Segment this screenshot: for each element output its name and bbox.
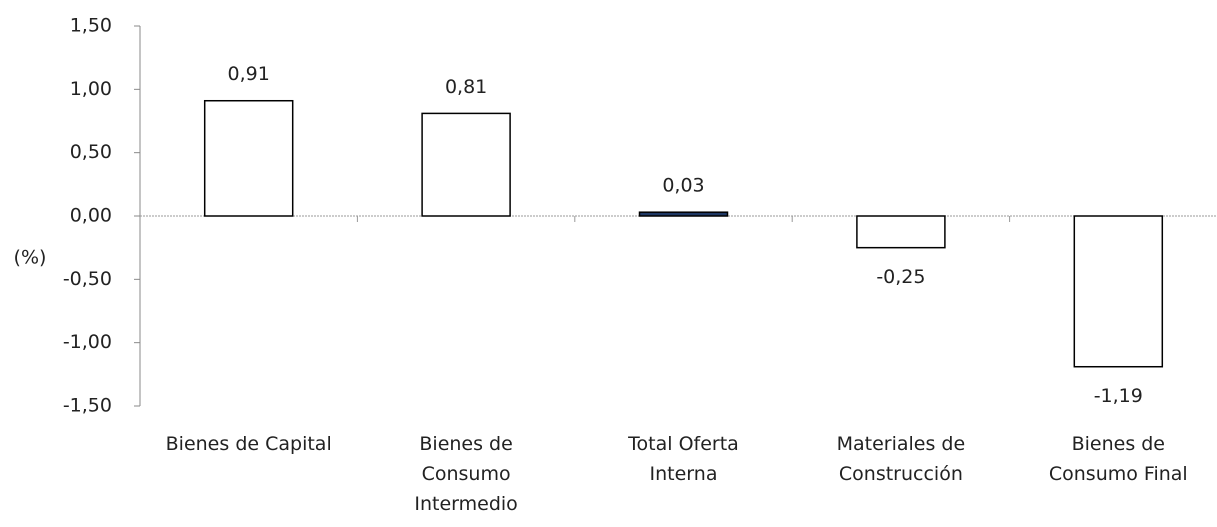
y-axis-label: (%) xyxy=(14,247,47,269)
data-label: 0,03 xyxy=(662,175,704,197)
x-tick-label: Total Oferta Interna xyxy=(628,433,739,485)
data-label: 0,91 xyxy=(228,63,270,85)
bar xyxy=(1073,215,1164,368)
y-tick-label: -0,50 xyxy=(63,268,112,290)
bar xyxy=(856,215,946,249)
bar xyxy=(203,99,294,217)
bar xyxy=(638,211,729,217)
data-label: 0,81 xyxy=(445,76,487,98)
y-tick-label: 0,50 xyxy=(70,141,112,163)
x-tick-label: Bienes de Consumo Intermedio xyxy=(414,433,518,515)
x-tick-label: Materiales de Construcción xyxy=(836,433,966,485)
data-label: -1,19 xyxy=(1094,385,1143,407)
x-tick-label: Bienes de Capital xyxy=(165,433,332,455)
data-label: -0,25 xyxy=(876,266,925,288)
y-tick-label: 1,00 xyxy=(70,78,112,100)
bar xyxy=(421,112,511,217)
y-tick-label: -1,00 xyxy=(63,331,112,353)
y-tick-label: 0,00 xyxy=(70,205,112,227)
x-tick-label: Bienes de Consumo Final xyxy=(1048,433,1188,485)
y-tick-label: -1,50 xyxy=(63,395,112,417)
y-tick-label: 1,50 xyxy=(70,15,112,37)
